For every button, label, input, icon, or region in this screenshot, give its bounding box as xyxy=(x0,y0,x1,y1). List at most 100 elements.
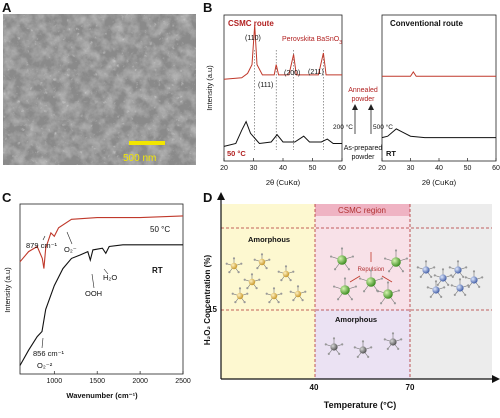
repulsion-arrow-1 xyxy=(349,275,361,283)
xrd-conventional-series-1 xyxy=(381,128,496,139)
anneal-arrowhead-left xyxy=(352,104,358,110)
grey-cluster xyxy=(353,340,373,359)
xtick-70: 70 xyxy=(406,383,415,392)
panel-b-left-xticks: 20 30 40 50 60 xyxy=(220,158,346,172)
region-low-temp xyxy=(221,204,315,379)
panel-b-left-curves xyxy=(223,25,342,147)
grey-cluster xyxy=(383,332,403,351)
annealed-label-line2: powder xyxy=(352,96,376,103)
panel-c-ftir: 1000 1500 2000 2500 50 °C RT 879 cm⁻¹ O₂⁻ O… xyxy=(3,203,191,400)
panel-b-right-xlabel: 2θ (CuKα) xyxy=(422,178,457,187)
csmc-header-band xyxy=(315,204,410,216)
gold-cluster xyxy=(277,265,295,282)
csmc-route-title: CSMC route xyxy=(228,19,274,28)
anneal-temp-right: 500 °C xyxy=(373,123,393,131)
panel-b-xrd: 20 30 40 50 60 20 30 40 50 60 CSMC route Convent… xyxy=(205,14,500,187)
ann-ooh: OOH xyxy=(85,289,102,298)
annealed-label-line1: Annealed xyxy=(348,87,378,94)
ann-h2o: H₂O xyxy=(103,273,117,282)
sem-texture: 500 nm xyxy=(3,14,196,165)
scale-bar xyxy=(129,141,165,145)
xtick-label: 60 xyxy=(492,165,500,172)
blue-cluster xyxy=(433,268,453,287)
gold-cluster xyxy=(225,257,243,274)
peak-label-200: (200) xyxy=(284,70,300,77)
blue-cluster xyxy=(426,280,446,299)
panel-b-right-xticks: 20 30 40 50 60 xyxy=(378,158,500,172)
ann-856: 856 cm⁻¹ xyxy=(33,349,65,358)
ann-ooh-arrow xyxy=(91,273,95,289)
panel-b-right-curves xyxy=(381,70,496,139)
ann-879-arrow xyxy=(42,235,46,241)
xtick-label: 2500 xyxy=(175,378,191,385)
xtick-label: 2000 xyxy=(132,378,148,385)
xrd-csmc-series-1 xyxy=(223,120,342,147)
amorphous-gold-clusters xyxy=(225,253,307,304)
xtick-label: 20 xyxy=(220,165,228,172)
peak-label-110: (110) xyxy=(245,35,261,42)
label-50c: 50 °C xyxy=(150,225,170,234)
blue-cluster xyxy=(448,260,468,279)
d-y-arrowhead xyxy=(217,192,225,200)
xtick-label: 30 xyxy=(250,165,258,172)
blue-cluster xyxy=(464,270,484,289)
label-rt: RT xyxy=(152,266,163,275)
ftir-series-0 xyxy=(19,215,184,269)
blue-cluster xyxy=(450,278,470,297)
peak-label-211: (211) xyxy=(308,69,324,76)
repulsion-arrow-2 xyxy=(381,275,393,283)
csmc-region-title: CSMC region xyxy=(338,206,386,215)
green-cluster xyxy=(332,277,358,301)
xtick-label: 40 xyxy=(279,165,287,172)
xrd-csmc-series-0 xyxy=(223,25,342,80)
gold-cluster xyxy=(265,287,283,304)
green-cluster xyxy=(383,249,409,273)
asprepared-label-line2: powder xyxy=(352,154,376,161)
gold-cluster xyxy=(231,287,249,304)
panel-b-right-frame xyxy=(381,14,497,162)
panel-letter-c: C xyxy=(2,190,12,205)
ann-h2o-arrow xyxy=(103,268,109,275)
xtick-label: 50 xyxy=(309,165,317,172)
amorphous-top-label: Amorphous xyxy=(248,235,290,244)
csmc-green-clusters xyxy=(329,247,409,305)
ann-o2-peroxide: O₂⁻² xyxy=(37,361,53,370)
green-cluster xyxy=(358,269,384,293)
green-cluster xyxy=(375,281,401,305)
d-x-arrowhead xyxy=(492,375,500,383)
perovskite-phase-label: Perovskita BaSnO3 xyxy=(282,36,342,46)
green-cluster xyxy=(329,247,355,271)
region-high-temp xyxy=(410,204,492,379)
gold-cluster xyxy=(289,285,307,302)
xtick-label: 40 xyxy=(435,165,443,172)
panel-c-xlabel: Wavenumber (cm⁻¹) xyxy=(66,391,138,400)
xtick-label: 30 xyxy=(407,165,415,172)
peak-guide-lines xyxy=(254,50,324,150)
rt-label: RT xyxy=(386,149,396,158)
scale-bar-label: 500 nm xyxy=(123,153,156,164)
panel-b-ylabel: Intensity (a.u) xyxy=(205,65,214,111)
grey-cluster xyxy=(324,337,344,356)
xtick-40: 40 xyxy=(310,383,319,392)
panel-letter-a: A xyxy=(2,0,12,15)
ann-879: 879 cm⁻¹ xyxy=(26,241,58,250)
panel-d-xlabel: Temperature (°C) xyxy=(324,400,396,410)
ytick-15: 15 xyxy=(208,305,217,314)
xtick-label: 50 xyxy=(464,165,472,172)
xtick-label: 20 xyxy=(378,165,386,172)
panel-c-curves xyxy=(19,215,184,366)
xtick-label: 1500 xyxy=(89,378,105,385)
panel-letter-d: D xyxy=(203,190,213,205)
panel-c-ylabel: Intensity (a.u) xyxy=(3,267,12,313)
ftir-series-1 xyxy=(19,244,183,366)
xtick-label: 1000 xyxy=(47,378,63,385)
gold-cluster xyxy=(253,253,271,270)
panel-c-frame xyxy=(19,203,184,375)
ann-o2-superoxide: O₂⁻ xyxy=(64,245,77,254)
anneal-arrowhead-right xyxy=(368,104,374,110)
xrd-conventional-series-0 xyxy=(382,70,496,77)
asprepared-label-line1: As-prepared xyxy=(344,145,383,152)
panel-d-schematic: CSMC region Amorphous Amorphous Repulsio… xyxy=(203,192,500,410)
blue-cluster xyxy=(416,260,436,279)
ann-856-arrow xyxy=(41,337,44,349)
